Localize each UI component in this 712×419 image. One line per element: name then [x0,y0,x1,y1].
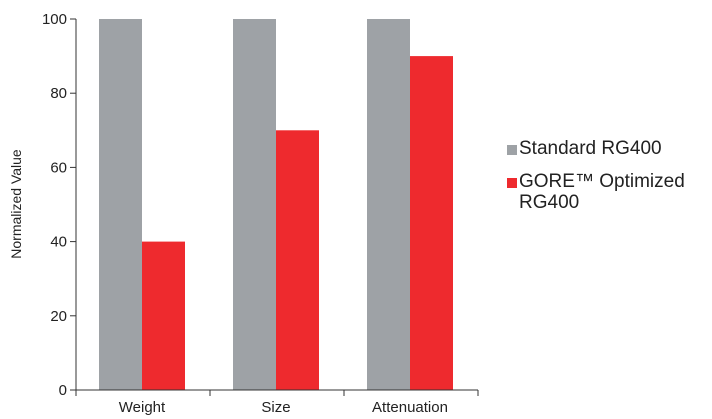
x-category-label-attenuation: Attenuation [372,399,448,416]
y-axis-title: Normalized Value [8,149,24,259]
y-tick-label: 40 [50,234,67,251]
legend: Standard RG400 GORE™ Optimized RG400 [507,138,712,225]
bar-weight-series-1 [142,241,185,390]
y-tick-label: 0 [59,382,67,399]
bar-attenuation-series-0 [367,19,410,390]
x-labels-group: Weight Size Attenuation [119,399,448,416]
legend-item-optimized: GORE™ Optimized RG400 [507,171,712,213]
legend-swatch-standard [507,145,517,155]
legend-item-standard: Standard RG400 [507,138,712,159]
bar-size-series-0 [233,19,276,390]
y-tick-label: 60 [50,159,67,176]
x-category-label-weight: Weight [119,399,166,416]
legend-label-standard: Standard RG400 [519,138,662,159]
bar-size-series-1 [276,130,319,391]
bar-attenuation-series-1 [410,56,453,390]
x-ticks-group [75,390,479,396]
y-tick-label: 80 [50,85,67,102]
bar-weight-series-0 [99,19,142,390]
y-tick-label: 20 [50,308,67,325]
y-tick-label: 100 [42,11,67,28]
y-ticks-group: 0 20 40 60 80 100 [42,11,76,399]
x-category-label-size: Size [261,399,290,416]
legend-swatch-optimized [507,178,517,188]
legend-label-optimized: GORE™ Optimized RG400 [519,171,685,213]
bars-group [99,19,453,391]
